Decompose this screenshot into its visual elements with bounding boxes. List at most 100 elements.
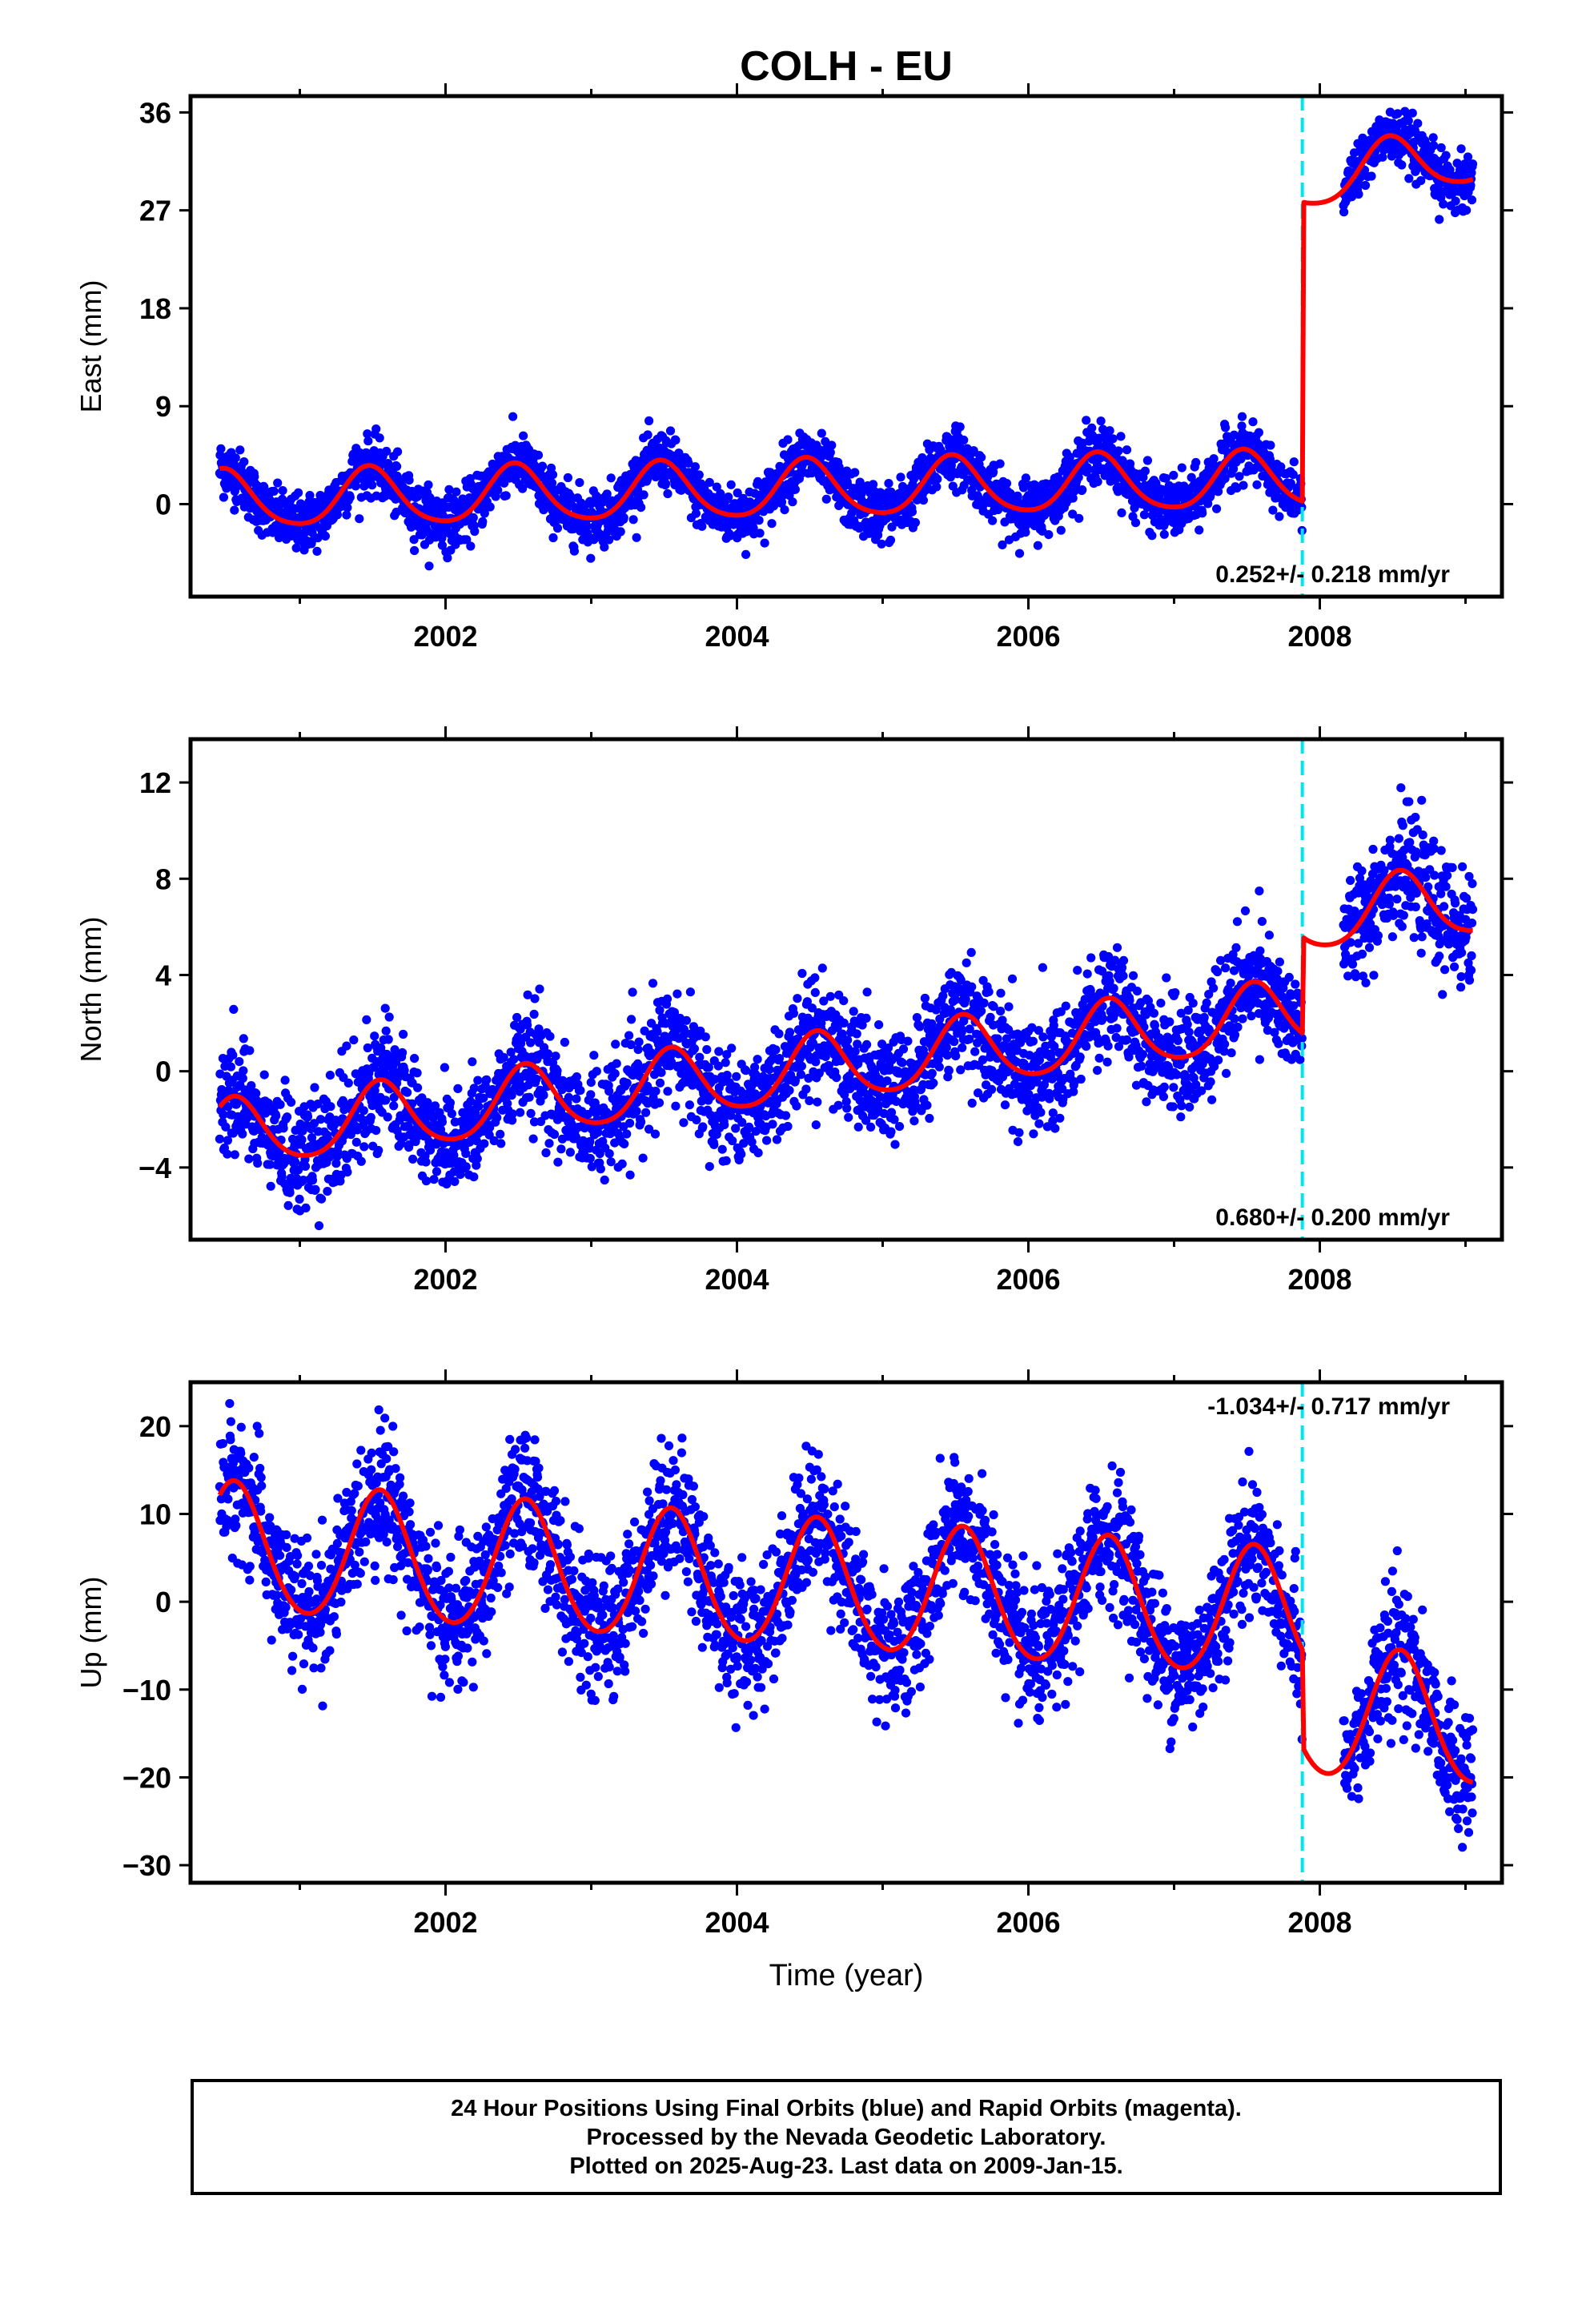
- north-point: [553, 1157, 563, 1167]
- north-point: [221, 1122, 231, 1132]
- north-point: [280, 1076, 290, 1085]
- east-point: [1339, 207, 1349, 217]
- north-point: [801, 1084, 811, 1094]
- east-point: [998, 540, 1007, 550]
- north-point: [389, 1092, 399, 1102]
- north-point: [652, 1027, 662, 1036]
- north-point: [408, 1154, 418, 1164]
- north-point: [309, 1119, 319, 1128]
- north-point: [626, 1039, 636, 1050]
- north-point: [277, 1172, 287, 1181]
- north-point: [474, 1102, 484, 1112]
- north-point: [644, 1124, 654, 1134]
- east-point: [1002, 479, 1012, 489]
- north-point: [762, 1136, 772, 1145]
- north-point: [530, 994, 540, 1003]
- north-point: [239, 1066, 248, 1076]
- north-point: [966, 947, 976, 957]
- north-point: [750, 1063, 760, 1072]
- east-point: [1276, 462, 1286, 472]
- north-point: [970, 1047, 980, 1056]
- north-point: [611, 1039, 620, 1049]
- east-point: [712, 482, 721, 492]
- north-point: [965, 1024, 974, 1034]
- north-point: [842, 1104, 852, 1113]
- north-point: [643, 1099, 652, 1108]
- east-point: [684, 458, 693, 468]
- north-point: [230, 1150, 239, 1160]
- north-point: [722, 1050, 732, 1059]
- north-point: [371, 1126, 381, 1136]
- east-point: [1014, 549, 1025, 558]
- north-point: [698, 1122, 708, 1132]
- east-point: [988, 516, 998, 525]
- east-point: [371, 424, 381, 434]
- east-point: [817, 428, 826, 438]
- east-point: [788, 497, 797, 507]
- east-point: [1070, 487, 1079, 497]
- east-point: [697, 521, 707, 531]
- north-point: [346, 1130, 355, 1140]
- north-point: [678, 1031, 689, 1041]
- east-point: [462, 535, 472, 545]
- north-point: [449, 1151, 459, 1160]
- east-ytick-label: 18: [139, 292, 171, 325]
- north-point: [866, 1122, 876, 1132]
- north-point: [891, 1096, 901, 1106]
- east-point: [563, 472, 573, 483]
- east-point: [519, 431, 528, 440]
- north-point: [632, 1107, 641, 1116]
- east-point: [1289, 457, 1299, 467]
- north-point: [552, 1066, 562, 1076]
- east-point: [606, 473, 616, 483]
- north-point: [564, 1092, 574, 1102]
- north-point: [894, 1122, 905, 1132]
- north-point: [323, 1187, 332, 1196]
- east-point: [907, 507, 917, 517]
- north-point: [576, 1086, 585, 1096]
- east-point: [755, 529, 765, 538]
- east-point: [1441, 151, 1451, 160]
- east-point: [643, 430, 652, 440]
- north-point: [469, 1172, 479, 1182]
- north-point: [430, 1101, 440, 1111]
- north-point: [342, 1041, 351, 1051]
- east-point: [1198, 509, 1207, 518]
- north-point: [774, 1054, 785, 1063]
- north-point: [922, 1100, 932, 1110]
- east-point: [1237, 421, 1247, 431]
- north-point: [383, 1035, 393, 1044]
- north-point: [271, 1111, 281, 1120]
- north-point: [797, 1061, 807, 1071]
- east-point: [1147, 531, 1157, 541]
- east-point: [569, 546, 580, 556]
- north-point: [589, 1051, 599, 1060]
- east-point: [1093, 476, 1102, 487]
- east-point: [478, 517, 488, 526]
- east-point: [425, 493, 435, 503]
- north-point: [215, 1134, 224, 1144]
- east-point: [739, 497, 749, 507]
- north-point: [622, 1078, 632, 1088]
- north-point: [638, 1153, 648, 1163]
- east-point: [1354, 189, 1363, 199]
- east-point: [437, 541, 448, 550]
- north-point: [366, 1112, 375, 1122]
- east-point: [1451, 196, 1460, 206]
- east-point: [278, 486, 287, 496]
- north-point: [604, 1087, 614, 1096]
- north-point: [266, 1181, 275, 1191]
- east-point: [409, 545, 420, 556]
- north-point: [489, 1136, 499, 1146]
- east-point: [320, 531, 330, 541]
- east-point: [1367, 171, 1376, 181]
- north-point: [944, 1066, 954, 1076]
- north-point: [825, 991, 835, 1001]
- east-point: [219, 493, 228, 502]
- north-point: [915, 1022, 925, 1031]
- north-point: [685, 1100, 695, 1110]
- east-point: [1105, 426, 1114, 436]
- east-point: [694, 470, 704, 480]
- north-point: [331, 1159, 341, 1168]
- east-point: [1286, 478, 1295, 489]
